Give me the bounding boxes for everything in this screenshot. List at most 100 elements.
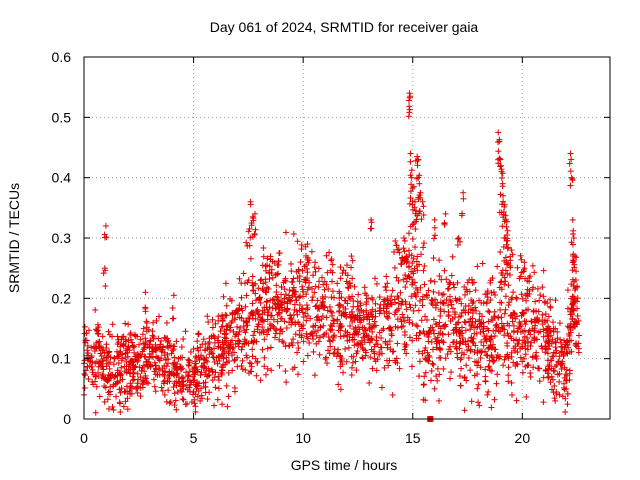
data-point: [290, 230, 297, 237]
data-point: [355, 306, 362, 313]
data-point: [325, 347, 332, 354]
data-point: [402, 343, 409, 350]
data-point: [308, 248, 315, 255]
data-point: [422, 313, 429, 320]
data-point: [302, 310, 309, 317]
data-point: [316, 351, 323, 358]
data-point: [92, 306, 99, 313]
data-point: [531, 325, 538, 332]
data-point: [337, 275, 344, 282]
data-point: [194, 393, 201, 400]
data-point: [129, 373, 136, 380]
data-point: [462, 309, 469, 316]
data-point: [431, 224, 438, 231]
data-point: [517, 354, 524, 361]
data-point: [173, 382, 180, 389]
data-point: [349, 293, 356, 300]
data-point: [394, 316, 401, 323]
data-point: [567, 182, 574, 189]
data-point: [247, 201, 254, 208]
x-tick-label: 0: [80, 430, 88, 446]
data-point: [204, 313, 211, 320]
data-point: [468, 276, 475, 283]
data-point: [328, 257, 335, 264]
data-point: [261, 363, 268, 370]
data-point: [431, 278, 438, 285]
data-point: [203, 367, 210, 374]
data-point: [166, 400, 173, 407]
data-point: [403, 350, 410, 357]
data-point: [238, 294, 245, 301]
data-point: [486, 363, 493, 370]
data-point: [385, 300, 392, 307]
data-point: [372, 313, 379, 320]
data-point: [476, 310, 483, 317]
data-point: [304, 306, 311, 313]
data-point: [454, 279, 461, 286]
data-point: [348, 372, 355, 379]
data-point: [452, 343, 459, 350]
data-point: [437, 354, 444, 361]
data-point: [408, 293, 415, 300]
data-point: [113, 393, 120, 400]
data-point: [501, 332, 508, 339]
data-point: [527, 373, 534, 380]
data-point: [542, 344, 549, 351]
data-point: [343, 278, 350, 285]
data-point: [441, 308, 448, 315]
data-point: [184, 400, 191, 407]
data-point: [170, 384, 177, 391]
data-point: [344, 332, 351, 339]
data-point: [357, 340, 364, 347]
data-point: [410, 307, 417, 314]
data-point: [458, 300, 465, 307]
data-point: [100, 270, 107, 277]
data-point: [158, 355, 165, 362]
data-point: [443, 276, 450, 283]
data-point: [215, 313, 222, 320]
data-point: [570, 306, 577, 313]
data-point: [260, 280, 267, 287]
data-point: [403, 306, 410, 313]
data-point: [350, 325, 357, 332]
data-point: [365, 295, 372, 302]
data-point: [566, 338, 573, 345]
data-point: [278, 291, 285, 298]
data-point: [557, 336, 564, 343]
data-point: [570, 230, 577, 237]
data-point: [336, 301, 343, 308]
data-point: [569, 175, 576, 182]
data-point: [405, 263, 412, 270]
data-point: [467, 326, 474, 333]
data-point: [254, 326, 261, 333]
data-point: [118, 357, 125, 364]
data-point: [501, 203, 508, 210]
data-point: [450, 281, 457, 288]
data-point: [196, 357, 203, 364]
data-point: [239, 343, 246, 350]
data-point: [550, 353, 557, 360]
data-point: [328, 278, 335, 285]
data-point: [186, 359, 193, 366]
data-point: [100, 372, 107, 379]
data-point: [277, 325, 284, 332]
data-point: [501, 310, 508, 317]
data-point: [413, 175, 420, 182]
data-point: [351, 330, 358, 337]
data-point: [300, 338, 307, 345]
data-point: [506, 299, 513, 306]
data-point: [462, 319, 469, 326]
data-point: [326, 249, 333, 256]
data-point: [401, 258, 408, 265]
data-point: [107, 375, 114, 382]
data-point: [299, 286, 306, 293]
data-point: [246, 359, 253, 366]
data-point: [377, 307, 384, 314]
data-point: [88, 353, 95, 360]
data-point: [518, 291, 525, 298]
data-point: [257, 277, 264, 284]
data-point: [547, 296, 554, 303]
data-point: [543, 327, 550, 334]
data-point: [171, 390, 178, 397]
